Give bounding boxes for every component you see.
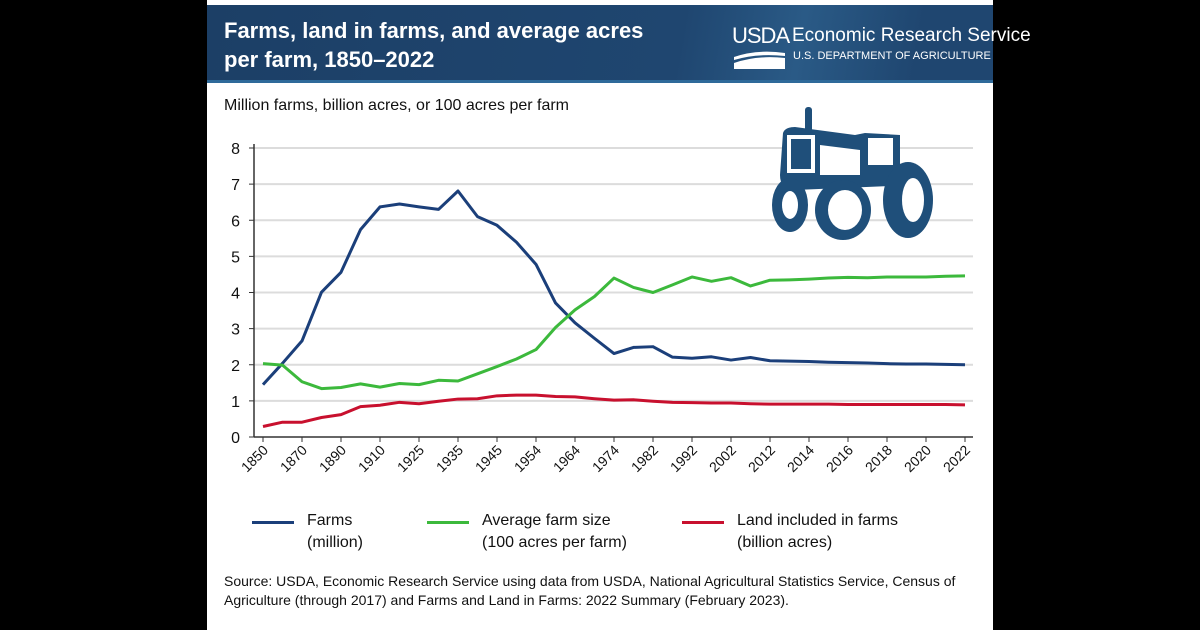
y-tick-label: 8 (231, 141, 240, 158)
y-axis-label: Million farms, billion acres, or 100 acr… (224, 97, 570, 114)
x-tick-label: 1850 (238, 442, 271, 475)
series-line-land-included-in-farms (262, 393, 966, 428)
x-tick-label: 1935 (433, 442, 466, 475)
agency-name: Economic Research Service (792, 25, 1031, 46)
y-tick-label: 7 (231, 177, 240, 194)
chart-card: Farms, land in farms, and average acres … (207, 0, 1031, 630)
usda-swoosh-icon (734, 51, 785, 69)
source-note: Source: USDA, Economic Research Service … (224, 573, 956, 608)
x-tick-label: 2014 (784, 442, 817, 475)
y-tick-label: 4 (231, 286, 240, 303)
usda-logo-text: USDA (732, 23, 790, 48)
x-tick-label: 1925 (394, 442, 427, 475)
legend-swatch (252, 521, 294, 524)
tractor-icon (772, 107, 933, 240)
y-tick-label: 1 (231, 394, 240, 411)
x-tick-label: 1910 (355, 442, 388, 475)
x-tick-label: 2002 (706, 442, 739, 475)
x-tick-label: 2018 (862, 442, 895, 475)
x-tick-label: 2012 (745, 442, 778, 475)
legend-sublabel: (million) (307, 534, 363, 551)
legend-item-land-in-farms: Land included in farms (billion acres) (682, 510, 898, 554)
legend-sublabel: (100 acres per farm) (482, 534, 627, 551)
x-tick-label: 2016 (823, 442, 856, 475)
y-tick-label: 5 (231, 249, 240, 266)
header: Farms, land in farms, and average acres … (207, 5, 1031, 83)
legend-swatch (427, 521, 469, 524)
x-tick-label: 1954 (511, 442, 544, 475)
x-tick-label: 1982 (628, 442, 661, 475)
x-tick-label: 2020 (901, 442, 934, 475)
legend-item-farms: Farms (million) (252, 510, 363, 554)
x-tick-label: 1974 (589, 442, 622, 475)
x-tick-label: 1992 (667, 442, 700, 475)
y-tick-label: 6 (231, 213, 240, 230)
x-tick-label: 1964 (550, 442, 583, 475)
legend-swatch (682, 521, 724, 524)
legend-label: Land included in farms (737, 512, 898, 529)
x-tick-label: 2022 (940, 442, 973, 475)
department-name: U.S. DEPARTMENT OF AGRICULTURE (793, 50, 991, 62)
legend-item-average-farm-size: Average farm size (100 acres per farm) (427, 510, 627, 554)
x-tick-label: 1870 (277, 442, 310, 475)
x-tick-label: 1945 (472, 442, 505, 475)
line-chart: 0 1 2 3 4 5 6 7 8 1850 1870 1890 1910 1925 1935 1945 195… (231, 141, 973, 475)
legend-sublabel: (billion acres) (737, 534, 833, 551)
y-tick-label: 3 (231, 322, 240, 339)
chart-title: Farms, land in farms, and average acres … (224, 18, 644, 72)
legend-label: Farms (307, 512, 353, 529)
x-tick-label: 1890 (316, 442, 349, 475)
y-tick-label: 2 (231, 358, 240, 375)
legend-label: Average farm size (482, 512, 611, 529)
y-tick-label: 0 (231, 430, 240, 447)
